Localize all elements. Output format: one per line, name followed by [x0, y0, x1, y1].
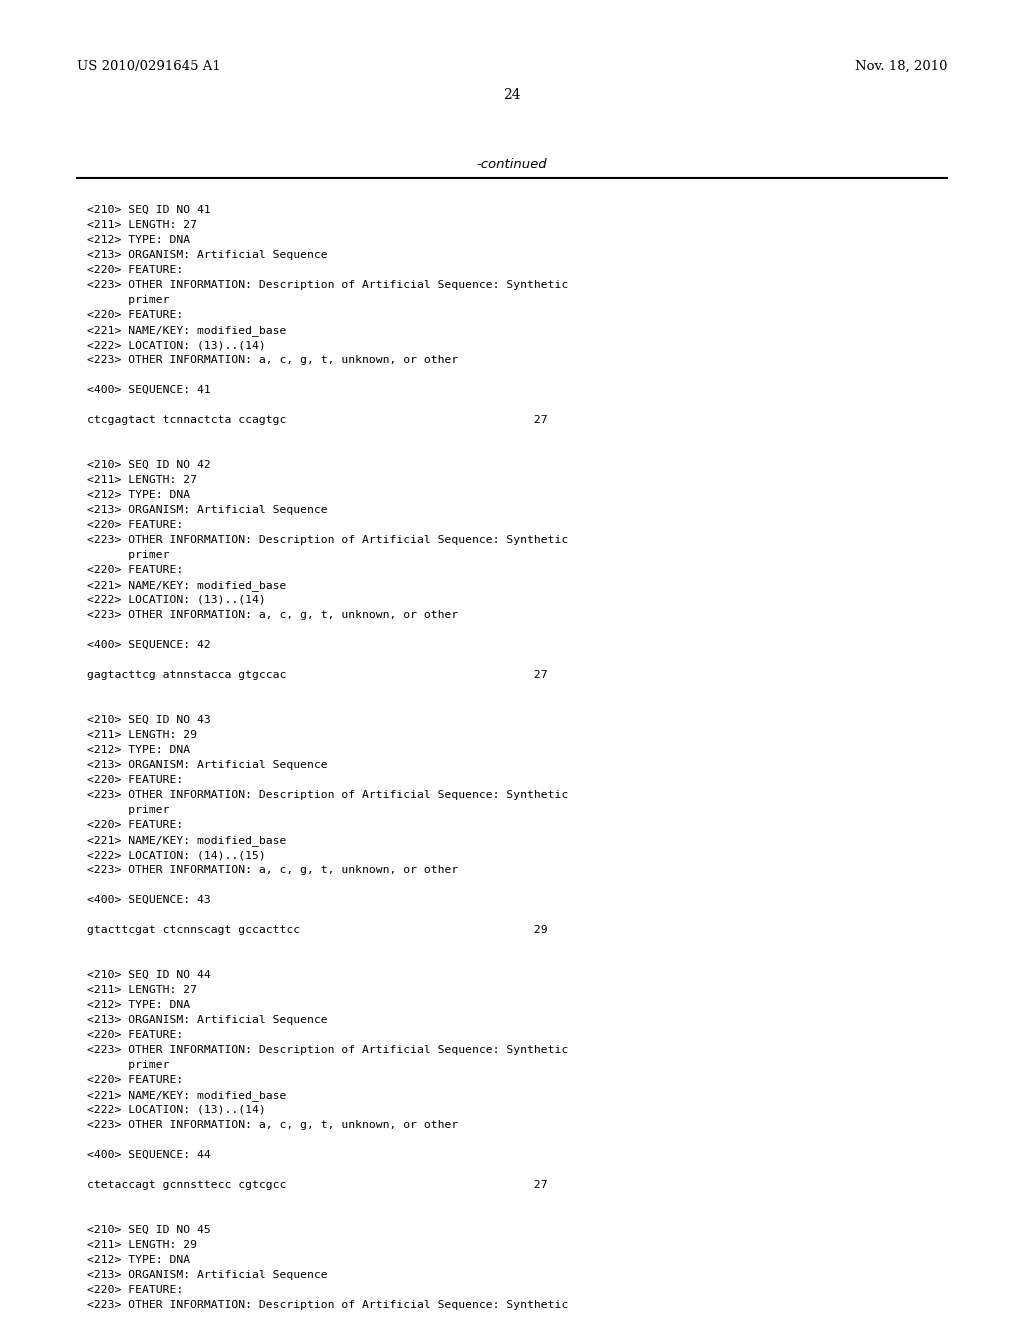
Text: <223> OTHER INFORMATION: Description of Artificial Sequence: Synthetic: <223> OTHER INFORMATION: Description of …: [87, 1300, 568, 1309]
Text: <212> TYPE: DNA: <212> TYPE: DNA: [87, 490, 190, 500]
Text: -continued: -continued: [477, 158, 547, 172]
Text: <220> FEATURE:: <220> FEATURE:: [87, 520, 183, 531]
Text: <211> LENGTH: 29: <211> LENGTH: 29: [87, 730, 197, 741]
Text: gagtacttcg atnnstacca gtgccac                                    27: gagtacttcg atnnstacca gtgccac 27: [87, 671, 548, 680]
Text: primer: primer: [87, 1060, 170, 1071]
Text: <220> FEATURE:: <220> FEATURE:: [87, 265, 183, 275]
Text: <211> LENGTH: 27: <211> LENGTH: 27: [87, 985, 197, 995]
Text: <212> TYPE: DNA: <212> TYPE: DNA: [87, 1001, 190, 1010]
Text: <212> TYPE: DNA: <212> TYPE: DNA: [87, 235, 190, 246]
Text: primer: primer: [87, 294, 170, 305]
Text: <213> ORGANISM: Artificial Sequence: <213> ORGANISM: Artificial Sequence: [87, 760, 328, 770]
Text: <220> FEATURE:: <220> FEATURE:: [87, 1074, 183, 1085]
Text: <213> ORGANISM: Artificial Sequence: <213> ORGANISM: Artificial Sequence: [87, 1015, 328, 1026]
Text: <220> FEATURE:: <220> FEATURE:: [87, 310, 183, 319]
Text: <220> FEATURE:: <220> FEATURE:: [87, 565, 183, 576]
Text: <221> NAME/KEY: modified_base: <221> NAME/KEY: modified_base: [87, 1090, 287, 1101]
Text: <211> LENGTH: 27: <211> LENGTH: 27: [87, 475, 197, 484]
Text: <220> FEATURE:: <220> FEATURE:: [87, 775, 183, 785]
Text: <220> FEATURE:: <220> FEATURE:: [87, 820, 183, 830]
Text: <222> LOCATION: (13)..(14): <222> LOCATION: (13)..(14): [87, 341, 266, 350]
Text: Nov. 18, 2010: Nov. 18, 2010: [855, 59, 947, 73]
Text: <223> OTHER INFORMATION: a, c, g, t, unknown, or other: <223> OTHER INFORMATION: a, c, g, t, unk…: [87, 355, 459, 366]
Text: <221> NAME/KEY: modified_base: <221> NAME/KEY: modified_base: [87, 579, 287, 591]
Text: <223> OTHER INFORMATION: a, c, g, t, unknown, or other: <223> OTHER INFORMATION: a, c, g, t, unk…: [87, 610, 459, 620]
Text: <213> ORGANISM: Artificial Sequence: <213> ORGANISM: Artificial Sequence: [87, 249, 328, 260]
Text: <400> SEQUENCE: 44: <400> SEQUENCE: 44: [87, 1150, 211, 1160]
Text: <223> OTHER INFORMATION: Description of Artificial Sequence: Synthetic: <223> OTHER INFORMATION: Description of …: [87, 1045, 568, 1055]
Text: <223> OTHER INFORMATION: a, c, g, t, unknown, or other: <223> OTHER INFORMATION: a, c, g, t, unk…: [87, 865, 459, 875]
Text: primer: primer: [87, 550, 170, 560]
Text: <400> SEQUENCE: 43: <400> SEQUENCE: 43: [87, 895, 211, 906]
Text: 24: 24: [503, 88, 521, 102]
Text: <223> OTHER INFORMATION: Description of Artificial Sequence: Synthetic: <223> OTHER INFORMATION: Description of …: [87, 789, 568, 800]
Text: <211> LENGTH: 27: <211> LENGTH: 27: [87, 220, 197, 230]
Text: <210> SEQ ID NO 45: <210> SEQ ID NO 45: [87, 1225, 211, 1236]
Text: <223> OTHER INFORMATION: Description of Artificial Sequence: Synthetic: <223> OTHER INFORMATION: Description of …: [87, 535, 568, 545]
Text: <212> TYPE: DNA: <212> TYPE: DNA: [87, 1255, 190, 1265]
Text: <211> LENGTH: 29: <211> LENGTH: 29: [87, 1239, 197, 1250]
Text: <213> ORGANISM: Artificial Sequence: <213> ORGANISM: Artificial Sequence: [87, 1270, 328, 1280]
Text: <223> OTHER INFORMATION: a, c, g, t, unknown, or other: <223> OTHER INFORMATION: a, c, g, t, unk…: [87, 1119, 459, 1130]
Text: <222> LOCATION: (13)..(14): <222> LOCATION: (13)..(14): [87, 595, 266, 605]
Text: <400> SEQUENCE: 42: <400> SEQUENCE: 42: [87, 640, 211, 649]
Text: gtacttcgat ctcnnscagt gccacttcc                                  29: gtacttcgat ctcnnscagt gccacttcc 29: [87, 925, 548, 935]
Text: <221> NAME/KEY: modified_base: <221> NAME/KEY: modified_base: [87, 325, 287, 335]
Text: <221> NAME/KEY: modified_base: <221> NAME/KEY: modified_base: [87, 836, 287, 846]
Text: <222> LOCATION: (14)..(15): <222> LOCATION: (14)..(15): [87, 850, 266, 861]
Text: <210> SEQ ID NO 41: <210> SEQ ID NO 41: [87, 205, 211, 215]
Text: <210> SEQ ID NO 42: <210> SEQ ID NO 42: [87, 459, 211, 470]
Text: US 2010/0291645 A1: US 2010/0291645 A1: [77, 59, 220, 73]
Text: <210> SEQ ID NO 44: <210> SEQ ID NO 44: [87, 970, 211, 979]
Text: <223> OTHER INFORMATION: Description of Artificial Sequence: Synthetic: <223> OTHER INFORMATION: Description of …: [87, 280, 568, 290]
Text: primer: primer: [87, 805, 170, 814]
Text: <400> SEQUENCE: 41: <400> SEQUENCE: 41: [87, 385, 211, 395]
Text: <212> TYPE: DNA: <212> TYPE: DNA: [87, 744, 190, 755]
Text: <220> FEATURE:: <220> FEATURE:: [87, 1284, 183, 1295]
Text: <213> ORGANISM: Artificial Sequence: <213> ORGANISM: Artificial Sequence: [87, 506, 328, 515]
Text: <220> FEATURE:: <220> FEATURE:: [87, 1030, 183, 1040]
Text: ctcgagtact tcnnactcta ccagtgc                                    27: ctcgagtact tcnnactcta ccagtgc 27: [87, 414, 548, 425]
Text: ctetaccagt gcnnsttecc cgtcgcc                                    27: ctetaccagt gcnnsttecc cgtcgcc 27: [87, 1180, 548, 1191]
Text: <210> SEQ ID NO 43: <210> SEQ ID NO 43: [87, 715, 211, 725]
Text: <222> LOCATION: (13)..(14): <222> LOCATION: (13)..(14): [87, 1105, 266, 1115]
